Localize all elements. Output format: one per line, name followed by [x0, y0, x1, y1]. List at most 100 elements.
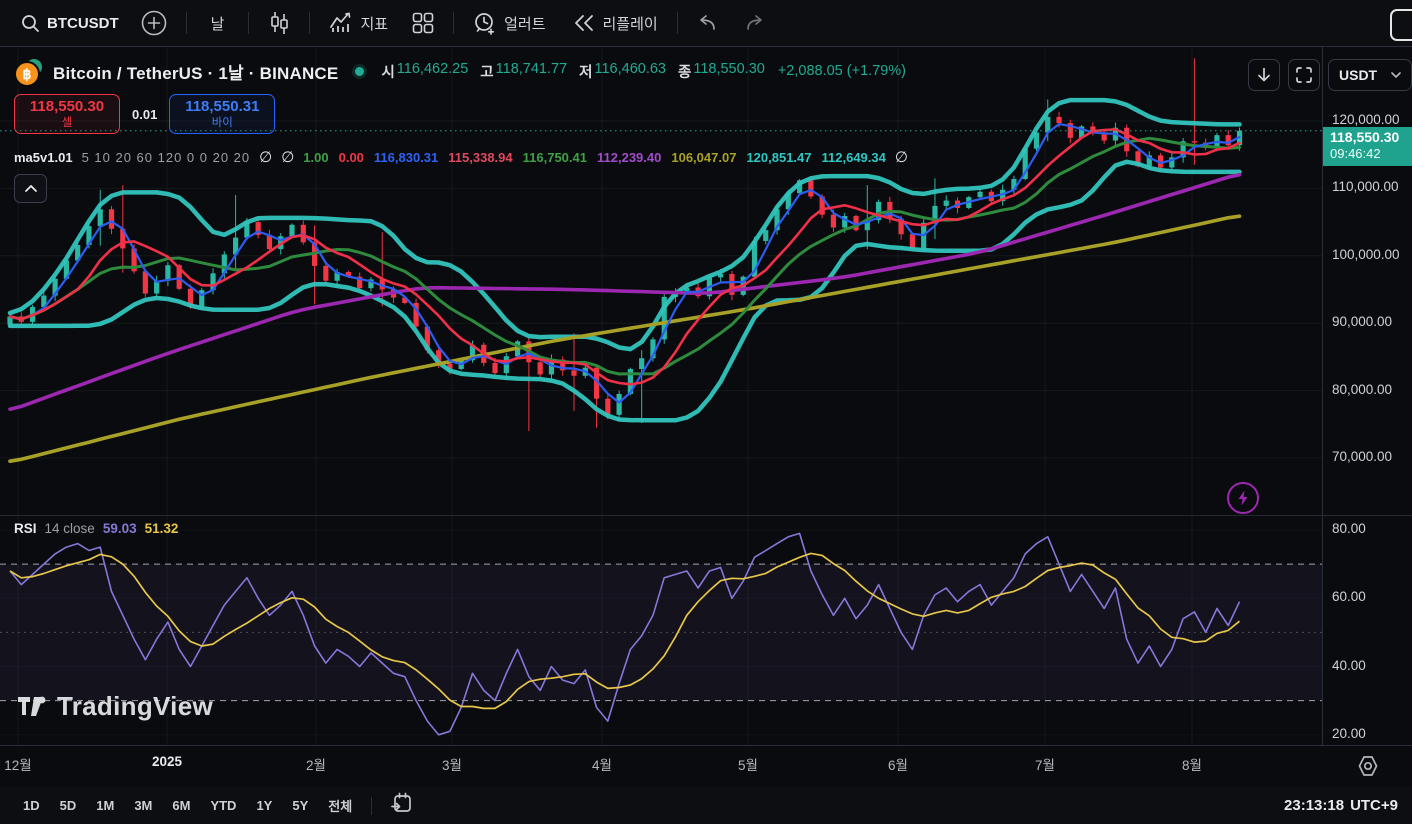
- range-button-3m[interactable]: 3M: [125, 794, 161, 817]
- price-change: +2,088.05 (+1.79%): [778, 63, 906, 79]
- month-tick-4월[interactable]: 4월: [592, 754, 612, 774]
- indicators-button[interactable]: 지표: [320, 7, 397, 39]
- ohlc-value: 116,462.25: [397, 61, 469, 82]
- calendar-goto-icon: [390, 791, 414, 815]
- indicator-values: 1.000.00116,830.31115,338.94116,750.4111…: [303, 150, 886, 165]
- clock[interactable]: 23:13:18 UTC+9: [1284, 797, 1398, 814]
- maximize-pane-button[interactable]: [1288, 59, 1320, 91]
- range-button-1d[interactable]: 1D: [14, 794, 49, 817]
- layout-templates-button[interactable]: [403, 7, 443, 39]
- lightning-icon: [1237, 490, 1249, 506]
- range-button-ytd[interactable]: YTD: [201, 794, 245, 817]
- range-button-1y[interactable]: 1Y: [247, 794, 281, 817]
- scroll-to-recent-button[interactable]: [1248, 59, 1280, 91]
- collapse-panel-button[interactable]: [14, 174, 47, 203]
- range-button-5d[interactable]: 5D: [51, 794, 86, 817]
- rsi-name: RSI: [14, 521, 37, 536]
- search-icon: [21, 14, 40, 33]
- indicators-icon: [329, 12, 353, 34]
- grid-layout-icon: [412, 12, 434, 34]
- price-tick: 100,000.00: [1332, 247, 1400, 262]
- bitcoin-coin-icon: ฿: [14, 61, 40, 87]
- price-axis[interactable]: 120,000.00110,000.00100,000.0090,000.008…: [1322, 47, 1412, 745]
- chart-type-button[interactable]: [259, 6, 299, 40]
- buy-button[interactable]: 118,550.31 바이: [169, 94, 275, 134]
- tradingview-logo-icon: [18, 694, 48, 720]
- symbol-header: ฿ Bitcoin / TetherUS · 1날 · BINANCE 시116…: [14, 57, 906, 85]
- undo-button[interactable]: [688, 9, 728, 37]
- plus-circle-icon: [141, 10, 167, 36]
- toolbar-divider: [309, 12, 310, 34]
- rsi-legend[interactable]: RSI 14 close 59.03 51.32: [14, 521, 178, 536]
- range-button-6m[interactable]: 6M: [163, 794, 199, 817]
- sell-button[interactable]: 118,550.30 셀: [14, 94, 120, 134]
- replay-label: 리플레이: [603, 13, 658, 34]
- candlestick-icon: [268, 11, 290, 35]
- month-tick-2025[interactable]: 2025: [152, 754, 182, 769]
- ohlc-pair: 저116,460.63: [579, 61, 666, 82]
- indicator-value: 112,649.34: [822, 150, 886, 165]
- hide-indicator-icon[interactable]: ∅: [281, 148, 294, 166]
- go-to-date-button[interactable]: [382, 788, 422, 823]
- indicators-label: 지표: [360, 13, 388, 34]
- time-axis[interactable]: 12월 2025 2월 3월 4월 5월 6월 7월 8월: [0, 745, 1412, 787]
- ohlc-label: 고: [480, 61, 493, 82]
- indicator-value: 116,830.31: [374, 150, 438, 165]
- ohlc-value: 118,550.30: [693, 61, 765, 82]
- indicator-params: 5 10 20 60 120 0 0 20 20: [82, 150, 251, 165]
- pane-separator[interactable]: [0, 515, 1412, 516]
- last-price-label: 118,550.30 09:46:42: [1323, 127, 1412, 166]
- rsi-tick: 80.00: [1332, 521, 1366, 536]
- price-tick: 70,000.00: [1332, 449, 1392, 464]
- market-status-dot[interactable]: [355, 67, 364, 76]
- ohlc-values: 시116,462.25고118,741.77저116,460.63종118,55…: [381, 61, 764, 82]
- ohlc-pair: 종118,550.30: [678, 61, 765, 82]
- fullscreen-icon[interactable]: [1390, 9, 1412, 41]
- symbol-title[interactable]: Bitcoin / TetherUS · 1날 · BINANCE: [53, 59, 338, 84]
- top-toolbar: BTCUSDT 날 지표: [0, 0, 1412, 47]
- symbol-search-button[interactable]: BTCUSDT: [12, 9, 128, 38]
- alert-label: 얼러트: [504, 13, 545, 34]
- price-tick: 120,000.00: [1332, 112, 1400, 127]
- axis-settings-icon[interactable]: [1355, 753, 1381, 784]
- buy-price: 118,550.31: [185, 98, 259, 115]
- tradingview-app: BTCUSDT 날 지표: [0, 0, 1412, 824]
- compare-add-button[interactable]: [132, 5, 176, 41]
- spread-value: 0.01: [132, 107, 157, 122]
- indicator-legend[interactable]: ma5v1.01 5 10 20 60 120 0 0 20 20 ∅ ∅ 1.…: [14, 148, 908, 166]
- interval-label: 날: [211, 13, 225, 34]
- ohlc-label: 저: [579, 61, 592, 82]
- indicator-value: 0.00: [339, 150, 364, 165]
- month-tick-3월[interactable]: 3월: [442, 754, 462, 774]
- month-tick-7월[interactable]: 7월: [1035, 754, 1055, 774]
- alert-button[interactable]: 얼러트: [464, 6, 554, 40]
- redo-button[interactable]: [734, 9, 774, 37]
- bar-countdown: 09:46:42: [1330, 146, 1412, 162]
- ohlc-pair: 고118,741.77: [480, 61, 567, 82]
- date-range-buttons: 1D5D1M3M6MYTD1Y5Y전체: [14, 792, 361, 819]
- hide-indicator-icon[interactable]: ∅: [895, 148, 908, 166]
- tradingview-watermark: TradingView: [18, 691, 213, 722]
- month-tick-5월[interactable]: 5월: [738, 754, 758, 774]
- month-tick-8월[interactable]: 8월: [1182, 754, 1202, 774]
- month-tick-2월[interactable]: 2월: [306, 754, 326, 774]
- month-tick-6월[interactable]: 6월: [888, 754, 908, 774]
- last-price-value: 118,550.30: [1330, 129, 1412, 147]
- toolbar-divider: [186, 12, 187, 34]
- hide-indicator-icon[interactable]: ∅: [259, 148, 272, 166]
- range-button-전체[interactable]: 전체: [319, 792, 361, 819]
- symbol-logo[interactable]: ฿: [14, 57, 44, 85]
- indicator-value: 106,047.07: [671, 150, 736, 165]
- redo-icon: [743, 14, 765, 32]
- price-tick: 80,000.00: [1332, 382, 1392, 397]
- range-button-5y[interactable]: 5Y: [283, 794, 317, 817]
- replay-button[interactable]: 리플레이: [563, 8, 667, 39]
- lightning-boost-button[interactable]: [1227, 482, 1259, 514]
- bottom-toolbar: 1D5D1M3M6MYTD1Y5Y전체 23:13:18 UTC+9: [0, 786, 1412, 824]
- interval-button[interactable]: 날: [197, 8, 239, 39]
- alarm-clock-icon: [473, 11, 497, 35]
- month-tick-12월[interactable]: 12월: [4, 754, 31, 774]
- range-button-1m[interactable]: 1M: [87, 794, 123, 817]
- clock-timezone: UTC+9: [1350, 797, 1398, 814]
- rsi-tick: 40.00: [1332, 658, 1366, 673]
